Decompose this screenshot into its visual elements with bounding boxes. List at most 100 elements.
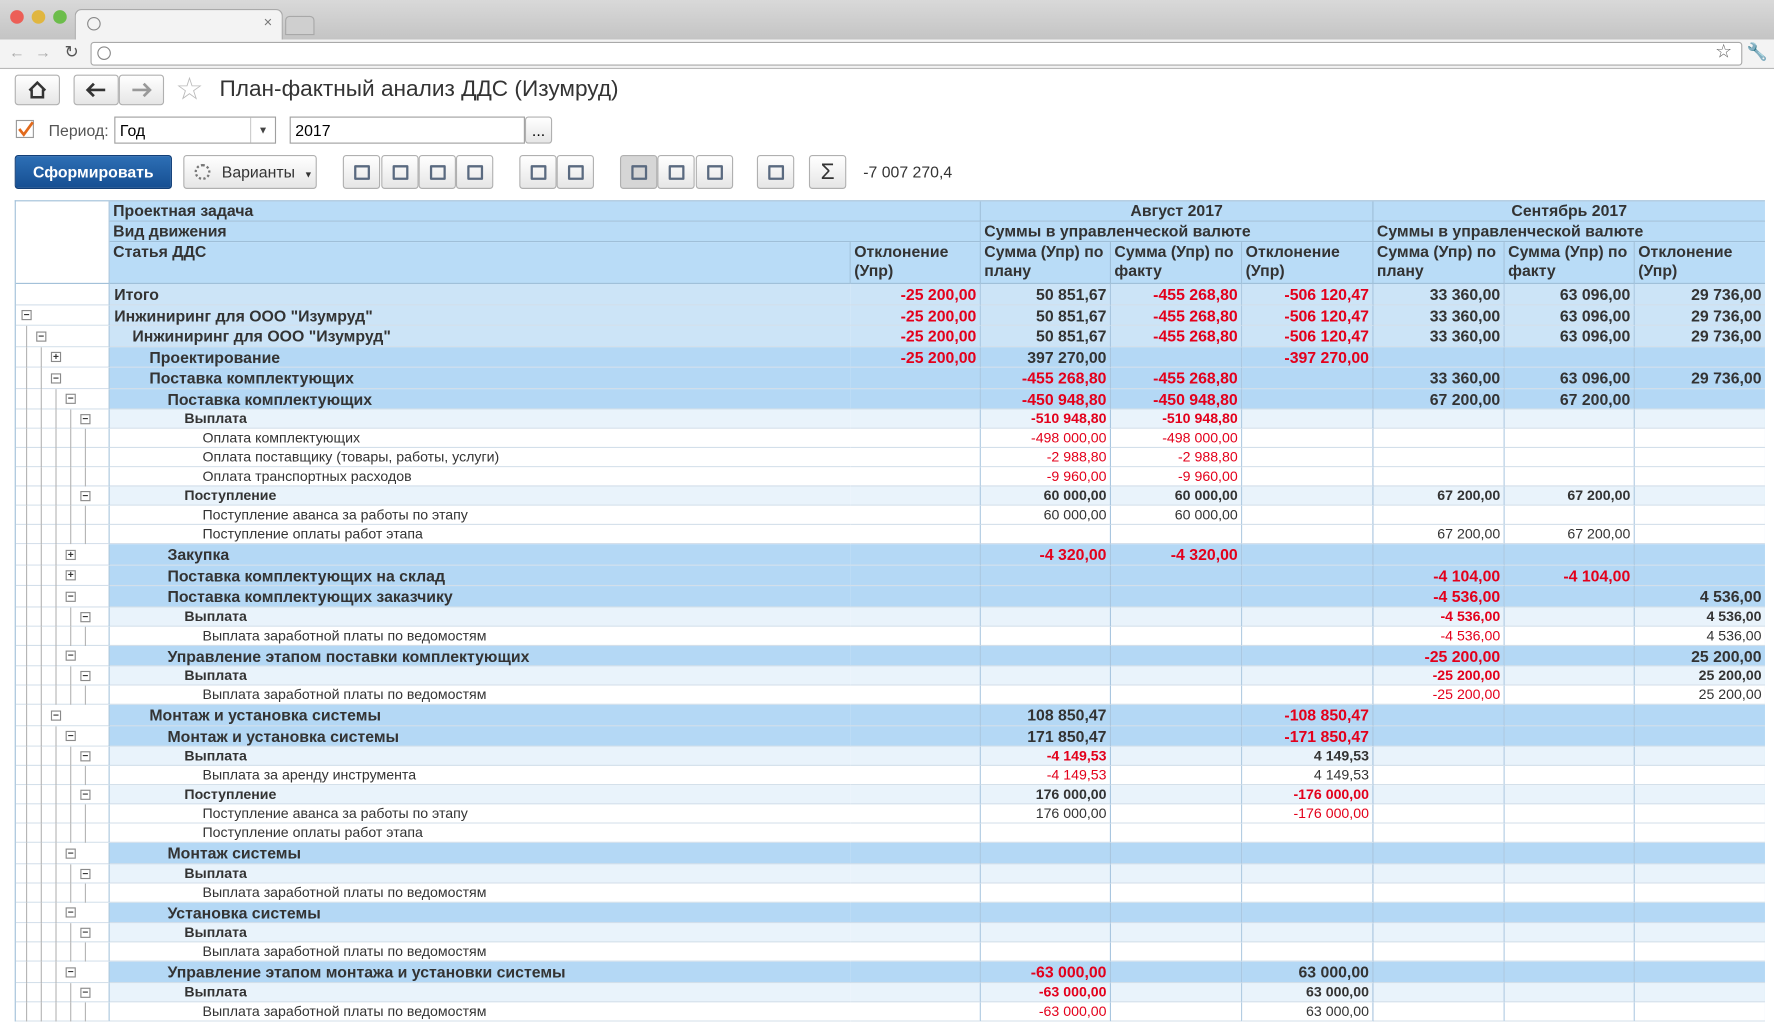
expand-toggle[interactable]: − [66, 848, 76, 858]
tree-line [26, 666, 27, 685]
tab-close[interactable]: × [264, 14, 273, 31]
dropdown-arrow[interactable]: ▼ [250, 118, 275, 143]
expand-toggle[interactable]: − [80, 671, 90, 681]
expand-toggle[interactable]: − [51, 373, 61, 383]
value-cell: -455 268,80 [1111, 284, 1242, 305]
period-value-input[interactable]: 2017 [290, 117, 525, 144]
expand-toggle[interactable]: − [80, 928, 90, 938]
tree-line [41, 666, 42, 685]
value-cell: 33 360,00 [1373, 326, 1504, 347]
nav-forward[interactable]: → [35, 43, 51, 61]
expand-toggle[interactable]: − [80, 612, 90, 622]
tool-button[interactable] [519, 155, 556, 189]
expand-toggle[interactable]: − [80, 987, 90, 997]
tool-button[interactable] [696, 155, 733, 189]
value-cell [1505, 467, 1635, 486]
tree-line [41, 686, 42, 705]
value-cell: 63 096,00 [1505, 326, 1635, 347]
favorite-star[interactable]: ☆ [175, 70, 203, 107]
reload[interactable]: ↻ [64, 42, 78, 62]
settings[interactable]: 🔧 [1747, 42, 1768, 62]
tree-line [55, 389, 56, 410]
url-input[interactable] [91, 42, 1743, 66]
expand-toggle[interactable]: − [66, 967, 76, 977]
tool-button[interactable] [419, 155, 456, 189]
tree-line [70, 766, 71, 785]
expand-toggle[interactable]: − [66, 394, 76, 404]
expand-toggle[interactable]: + [66, 570, 76, 580]
tree-cell: − [16, 305, 110, 326]
home-button[interactable] [15, 75, 60, 106]
value-cell [1635, 467, 1765, 486]
value-cell [1505, 804, 1635, 823]
tree-line [55, 726, 56, 747]
bookmark-star[interactable]: ☆ [1715, 41, 1732, 64]
tool-button[interactable] [456, 155, 493, 189]
back-button[interactable] [74, 75, 119, 106]
new-tab[interactable] [285, 16, 314, 35]
sum-button[interactable]: Σ [809, 155, 846, 189]
row-label: Поставка комплектующих на склад [110, 565, 851, 586]
tool-button[interactable] [381, 155, 418, 189]
tree-line [26, 626, 27, 645]
expand-toggle[interactable]: − [21, 310, 31, 320]
tree-cell [16, 506, 110, 525]
expand-toggle[interactable]: − [80, 868, 90, 878]
value-cell: 60 000,00 [1111, 506, 1242, 525]
forward-button[interactable] [119, 75, 164, 106]
tree-line [26, 486, 27, 505]
tree-line [41, 1002, 42, 1021]
period-type-select[interactable]: Год ▼ [114, 117, 276, 144]
value-cell [1373, 804, 1504, 823]
expand-toggle[interactable]: − [66, 591, 76, 601]
expand-toggle[interactable]: + [51, 352, 61, 362]
variants-button[interactable]: Варианты ▼ [183, 155, 317, 189]
value-cell [1373, 506, 1504, 525]
expand-toggle[interactable]: − [66, 731, 76, 741]
value-cell [1242, 923, 1373, 942]
tree-line [41, 467, 42, 486]
nav-back[interactable]: ← [9, 43, 25, 61]
expand-toggle[interactable]: − [80, 751, 90, 761]
value-cell [1635, 843, 1765, 864]
select-period-button[interactable]: ... [525, 117, 552, 144]
row-label: Инжиниринг для ООО "Изумруд" [110, 326, 851, 347]
expand-toggle[interactable]: − [66, 651, 76, 661]
tree-line [26, 1002, 27, 1021]
tree-line [55, 626, 56, 645]
generate-button[interactable]: Сформировать [15, 155, 172, 189]
value-cell [1111, 586, 1242, 607]
value-cell [1242, 429, 1373, 448]
tree-line [85, 525, 86, 544]
row-label: Выплата [110, 923, 851, 942]
expand-toggle[interactable]: − [80, 491, 90, 501]
close-window[interactable] [10, 10, 24, 24]
value-cell: -25 200,00 [851, 284, 981, 305]
tool-icon [467, 165, 483, 180]
tool-button[interactable] [343, 155, 380, 189]
value-cell: -9 960,00 [1111, 467, 1242, 486]
expand-toggle[interactable]: − [80, 414, 90, 424]
expand-toggle[interactable]: − [80, 790, 90, 800]
value-cell [1111, 666, 1242, 685]
period-checkbox[interactable] [16, 120, 34, 138]
expand-toggle[interactable]: − [66, 908, 76, 918]
value-cell [1505, 586, 1635, 607]
browser-tab[interactable]: × [75, 9, 283, 40]
tree-cell: + [16, 347, 110, 368]
expand-toggle[interactable]: − [51, 710, 61, 720]
expand-toggle[interactable]: − [36, 331, 46, 341]
row-label: Поставка комплектующих [110, 389, 851, 410]
tool-button[interactable] [557, 155, 594, 189]
tool-button[interactable] [757, 155, 794, 189]
minimize-window[interactable] [32, 10, 46, 24]
value-cell [1373, 942, 1504, 961]
tool-button[interactable] [620, 155, 657, 189]
tool-icon [568, 165, 584, 180]
tool-button[interactable] [657, 155, 694, 189]
value-cell [1242, 410, 1373, 429]
tree-cell [16, 686, 110, 705]
expand-toggle[interactable]: + [66, 550, 76, 560]
maximize-window[interactable] [53, 10, 67, 24]
